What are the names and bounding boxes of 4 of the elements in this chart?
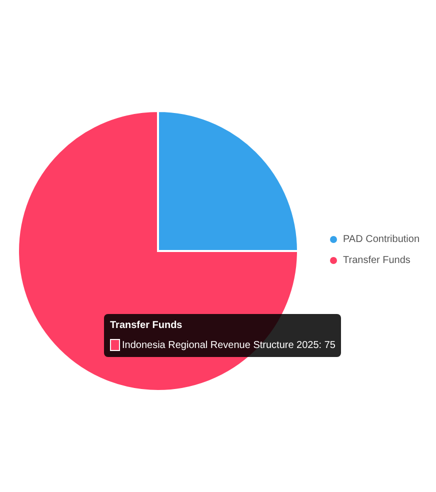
text: Indonesia Regional Revenue Structure 2025: 75 bbox=[122, 340, 336, 350]
text: Transfer Funds bbox=[110, 320, 184, 331]
legend-label: Transfer Funds bbox=[343, 255, 410, 266]
legend-label: PAD Contribution bbox=[343, 234, 420, 245]
